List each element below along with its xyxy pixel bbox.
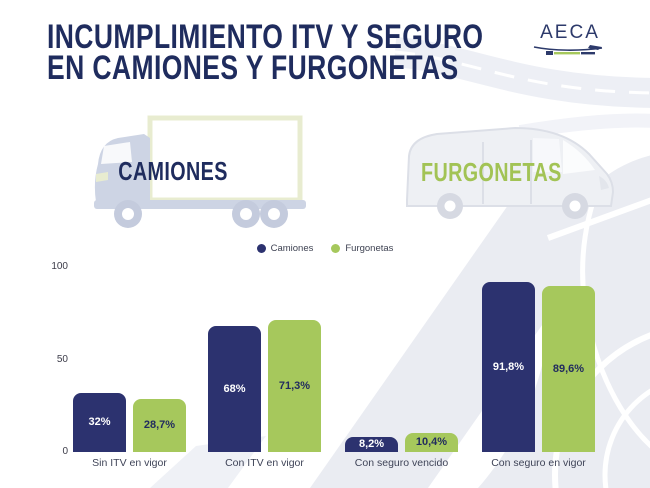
bar-furgonetas-group2: 71,3%	[268, 320, 321, 452]
bar-value-label: 8,2%	[358, 438, 385, 450]
bar-value-label: 71,3%	[278, 379, 311, 392]
bar-value-label: 91,8%	[492, 360, 525, 373]
legend-item-furgonetas: Furgonetas	[331, 243, 393, 254]
x-axis-category-label-1: Sin ITV en vigor	[92, 457, 167, 469]
bar-value-label: 68%	[223, 382, 246, 395]
y-axis-tick-100: 100	[51, 261, 68, 272]
bar-value-label: 32%	[88, 416, 111, 428]
page-title-line2: EN CAMIONES Y FURGONETAS	[47, 49, 459, 87]
bar-furgonetas-group4: 89,6%	[542, 286, 595, 452]
bar-camiones-group3: 8,2%	[345, 437, 398, 452]
aeca-logo: AECA	[532, 22, 608, 63]
aeca-logo-text: AECA	[540, 22, 600, 43]
van-illustration-icon	[406, 126, 615, 219]
truck-illustration-icon	[94, 115, 306, 228]
aeca-logo-swoosh-icon	[533, 45, 603, 55]
y-axis-tick-0: 0	[62, 446, 68, 457]
page-title-line1: INCUMPLIMIENTO ITV Y SEGURO	[47, 18, 484, 56]
trucks-section-label: CAMIONES	[118, 156, 228, 186]
bar-value-label: 10,4%	[415, 436, 448, 448]
y-axis-tick-50: 50	[56, 353, 68, 365]
bar-furgonetas-group1: 28,7%	[133, 399, 186, 452]
bar-value-label: 28,7%	[143, 419, 176, 431]
bar-camiones-group2: 68%	[208, 326, 261, 452]
x-axis-category-label-3: Con seguro vencido	[354, 457, 449, 469]
camiones-legend-dot-icon	[256, 244, 266, 253]
legend-item-camiones: Camiones	[256, 243, 314, 254]
legend-label-furgonetas: Furgonetas	[345, 243, 394, 254]
chart-legend: Camiones Furgonetas	[0, 243, 650, 254]
vans-section-label: FURGONETAS	[421, 157, 562, 187]
bar-furgonetas-group3: 10,4%	[405, 433, 458, 452]
bar-camiones-group1: 32%	[73, 393, 126, 452]
legend-label-camiones: Camiones	[270, 243, 314, 254]
page-title: INCUMPLIMIENTO ITV Y SEGURO EN CAMIONES …	[47, 18, 484, 87]
x-axis-category-label-4: Con seguro en vigor	[491, 457, 586, 469]
x-axis-category-label-2: Con ITV en vigor	[225, 457, 304, 469]
bar-camiones-group4: 91,8%	[482, 282, 535, 452]
bar-value-label: 89,6%	[552, 362, 585, 375]
furgonetas-legend-dot-icon	[331, 244, 341, 253]
